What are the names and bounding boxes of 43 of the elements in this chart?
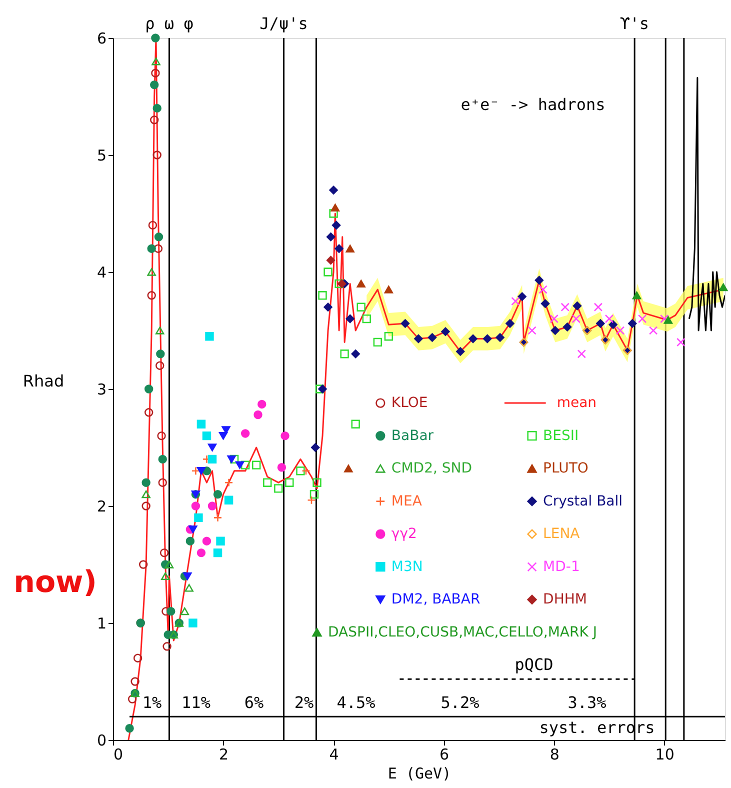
legend-label: DM2, BABAR <box>391 592 480 608</box>
text: now) <box>14 565 97 600</box>
annotation: 6% <box>244 693 264 712</box>
legend-label: DASPII,CLEO,CUSB,MAC,CELLO,MARK J <box>328 624 598 640</box>
y-tick-label: 5 <box>96 146 106 164</box>
x-tick-label: 4 <box>329 746 339 764</box>
legend-label: BaBar <box>391 428 434 444</box>
ref-line-label: J/ψ's <box>260 14 308 33</box>
legend-label: KLOE <box>391 395 428 412</box>
annotation: 5.2% <box>440 693 480 712</box>
x-tick-label: 6 <box>440 746 450 764</box>
annotation: 1% <box>142 693 162 712</box>
annotation: e⁺e⁻ -> hadrons <box>460 95 606 114</box>
ref-line-label: ϒ's <box>620 14 650 33</box>
y-tick-label: 1 <box>96 614 106 632</box>
legend-label: MEA <box>391 493 422 510</box>
annotation: 3.3% <box>568 693 607 712</box>
annotation: 2% <box>294 693 314 712</box>
y-tick-label: 4 <box>96 264 106 282</box>
x-tick-label: 10 <box>655 746 674 764</box>
legend-label: DHHM <box>543 592 587 608</box>
y-tick-label: 0 <box>96 732 106 750</box>
y-axis-title: Rhad <box>22 372 64 390</box>
y-tick-label: 3 <box>96 380 106 398</box>
legend-label: BESII <box>543 428 579 444</box>
legend-label: MD-1 <box>543 558 580 575</box>
legend-label: M3N <box>391 558 423 575</box>
annotation: pQCD <box>514 655 554 674</box>
annotation: 4.5% <box>336 693 376 712</box>
y-tick-label: 6 <box>96 30 106 48</box>
legend-label: Crystal Ball <box>543 493 623 510</box>
legend-label: PLUTO <box>543 460 588 477</box>
x-axis-title: E (GeV) <box>388 764 452 782</box>
legend-label: LENA <box>543 526 580 542</box>
x-tick-label: 2 <box>218 746 229 764</box>
y-tick-label: 2 <box>96 498 106 516</box>
legend-label: CMD2, SND <box>391 460 472 477</box>
legend-label: γγ2 <box>391 526 417 542</box>
ref-line-label: ρ ω φ <box>145 14 194 33</box>
x-tick-label: 8 <box>550 746 560 764</box>
annotation: 11% <box>182 693 211 712</box>
x-tick-label: 0 <box>114 746 124 764</box>
legend-label: mean <box>556 395 597 412</box>
